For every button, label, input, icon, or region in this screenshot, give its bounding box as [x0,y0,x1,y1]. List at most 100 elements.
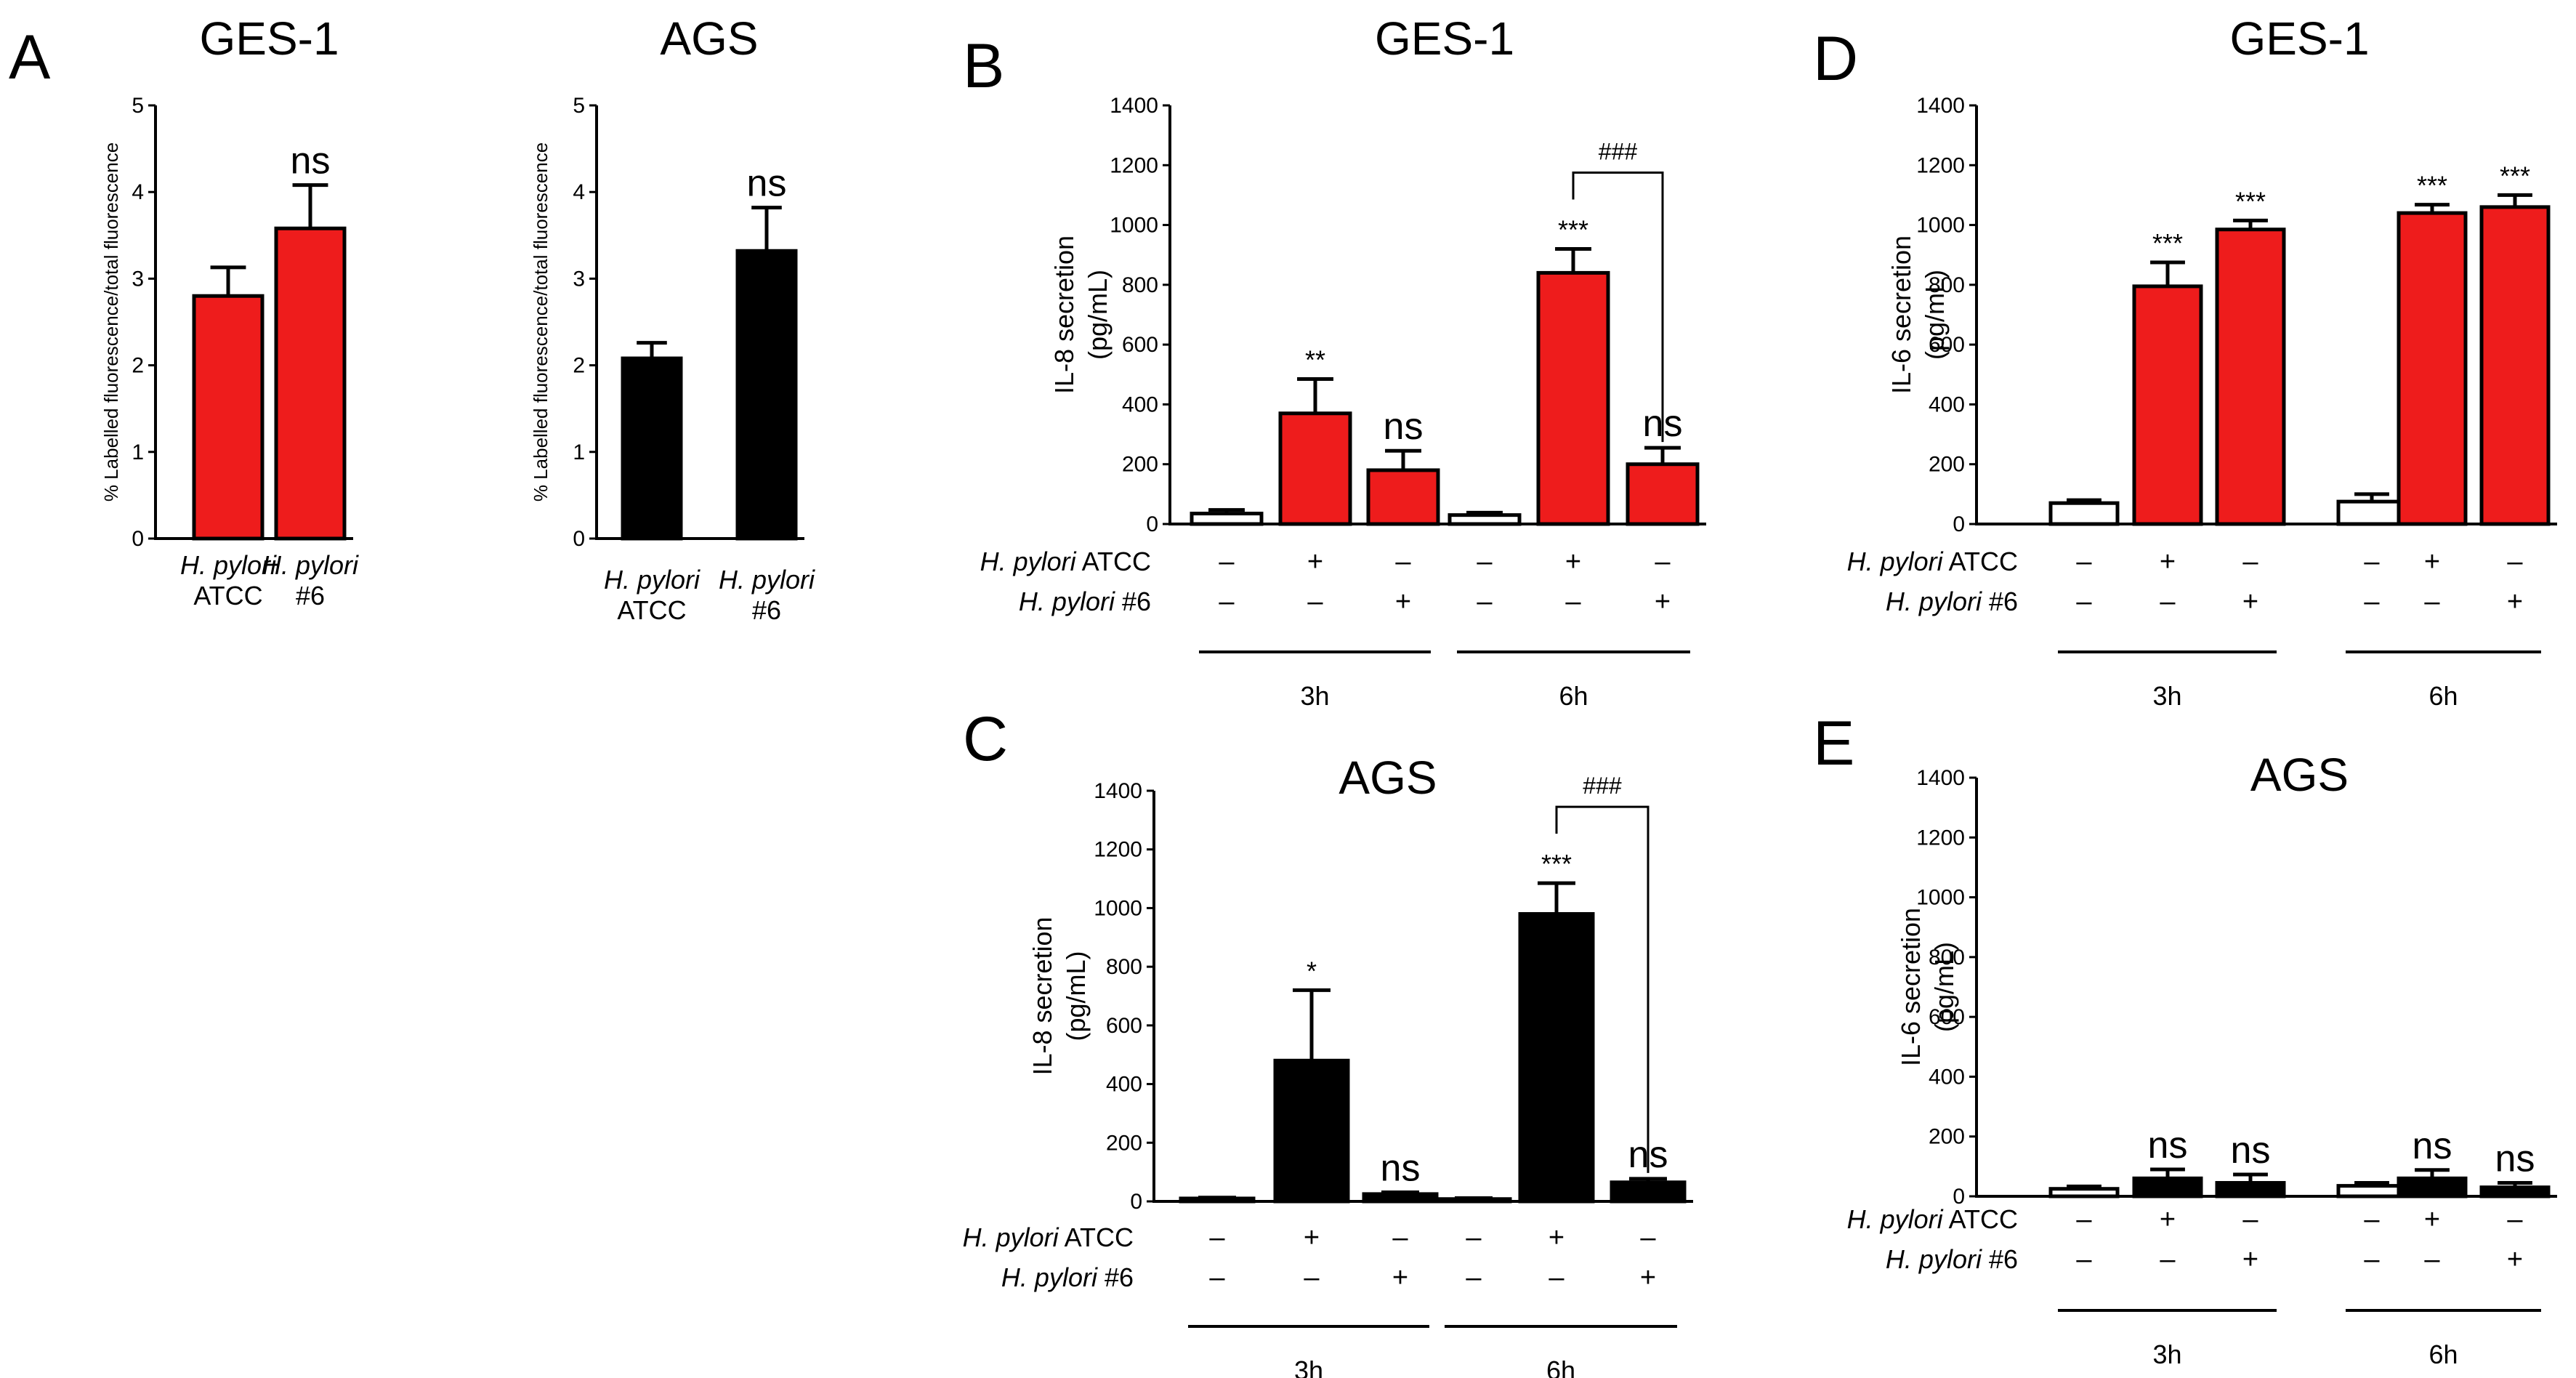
comparison-bracket [1572,171,1664,443]
condition-row-label: H. pylori #6 [1001,1262,1134,1292]
time-group-label: 6h [2428,681,2458,711]
significance-label: *** [1541,849,1572,879]
significance-label: ns [1384,406,1424,448]
y-tick-label: 200 [1106,1131,1142,1155]
y-tick-label: 4 [573,180,585,204]
plus-symbol: + [1640,1262,1656,1293]
chart-title: AGS [660,12,758,65]
significance-label: ** [1305,344,1325,374]
y-tick-label: 1400 [1916,94,1965,118]
y-axis-label: % Labelled fluorescence/total fluorescen… [530,142,552,501]
minus-symbol: – [2364,1244,2380,1275]
y-tick-label: 0 [1146,512,1158,536]
y-tick-label: 400 [1122,392,1158,416]
significance-label: *** [2417,171,2447,201]
y-tick-label: 1200 [1916,153,1965,177]
bar [1273,1058,1350,1204]
chart-panel-6: E AGS 0 200 400 600 800 1000 1200 1400 IL-6 secret… [1813,709,2557,1369]
y-axis-label: IL-8 secretion [1027,916,1057,1075]
plus-symbol: + [1304,1222,1320,1253]
y-axis-label-group: IL-6 secretion (pg/mL) [1896,908,1959,1066]
minus-symbol: – [2364,547,2380,577]
bar [2336,499,2407,526]
y-tick-label: 0 [573,527,585,551]
y-tick-label: 1200 [1094,838,1142,862]
category-label-strain: #6 [752,595,781,625]
minus-symbol: – [1395,547,1411,577]
bar [2132,1176,2203,1198]
bar [2397,1176,2468,1198]
category-label-strain: ATCC [193,581,262,611]
plus-symbol: + [2424,547,2440,577]
plus-symbol: + [1655,587,1671,617]
minus-symbol: – [2076,547,2092,577]
minus-symbol: – [1304,1262,1320,1293]
y-axis-label-unit: (pg/mL) [1061,951,1091,1041]
chart-panel-1: A GES-1 0 1 2 3 4 5 % Labelled fluorescence/tota… [9,12,359,611]
chart-title: AGS [2250,749,2349,801]
y-axis-label-group: IL-8 secretion (pg/mL) [1049,235,1113,394]
bar [1278,411,1352,526]
significance-label: ns [2148,1124,2188,1167]
plus-symbol: + [2507,587,2523,617]
y-tick-label: 1 [573,440,585,464]
bar [621,356,683,541]
minus-symbol: – [1477,587,1493,617]
chart-title: GES-1 [199,12,339,65]
minus-symbol: – [1219,587,1235,617]
bar [1448,513,1522,526]
y-tick-label: 800 [1929,273,1965,297]
y-tick-label: 1400 [1916,766,1965,790]
minus-symbol: – [1209,1262,1225,1293]
y-tick-label: 200 [1929,1125,1965,1149]
category-label-species: H. pylori [180,550,277,580]
condition-row-label: H. pylori ATCC [980,547,1151,576]
condition-row-label: H. pylori ATCC [1847,1204,2018,1234]
y-tick-label: 1200 [1916,826,1965,850]
minus-symbol: – [2242,1204,2258,1235]
bar [2397,211,2468,526]
bar [1626,462,1700,526]
y-tick-label: 0 [1953,1185,1965,1209]
time-group-label: 6h [2428,1339,2458,1369]
minus-symbol: – [1565,587,1581,617]
y-tick-label: 800 [1122,273,1158,297]
bracket-label: ### [1583,773,1622,799]
y-tick-label: 4 [132,180,144,204]
plus-symbol: + [2507,1244,2523,1275]
minus-symbol: – [1640,1222,1656,1253]
y-tick-label: 800 [1106,955,1142,979]
y-axis-label-group: IL-6 secretion (pg/mL) [1886,235,1950,394]
bar [2132,284,2203,526]
y-tick-label: 1000 [1094,896,1142,920]
plus-symbol: + [1549,1222,1564,1253]
category-label-strain: ATCC [617,595,686,625]
bar [2479,1185,2551,1198]
bar [1610,1180,1687,1204]
time-group-label: 6h [1559,681,1588,711]
plus-symbol: + [2424,1204,2440,1235]
y-tick-label: 1000 [1916,886,1965,910]
significance-label: ns [1381,1147,1421,1189]
bar [192,294,265,541]
y-axis-label-group: % Labelled fluorescence/total fluorescen… [530,142,552,501]
y-tick-label: 1000 [1110,214,1158,238]
minus-symbol: – [2160,1244,2176,1275]
minus-symbol: – [2076,1244,2092,1275]
bar [1190,512,1264,526]
significance-label: ns [2495,1137,2535,1180]
significance-label: ns [747,163,787,205]
y-tick-label: 3 [132,267,144,291]
y-tick-label: 3 [573,267,585,291]
plus-symbol: + [1392,1262,1408,1293]
significance-label: *** [2500,161,2530,190]
minus-symbol: – [1209,1222,1225,1253]
panel-letter: A [9,23,51,92]
minus-symbol: – [2507,547,2523,577]
bar [2215,1180,2286,1198]
y-tick-label: 600 [1929,333,1965,357]
y-tick-label: 1400 [1110,94,1158,118]
minus-symbol: – [1392,1222,1408,1253]
bar [1518,912,1595,1204]
